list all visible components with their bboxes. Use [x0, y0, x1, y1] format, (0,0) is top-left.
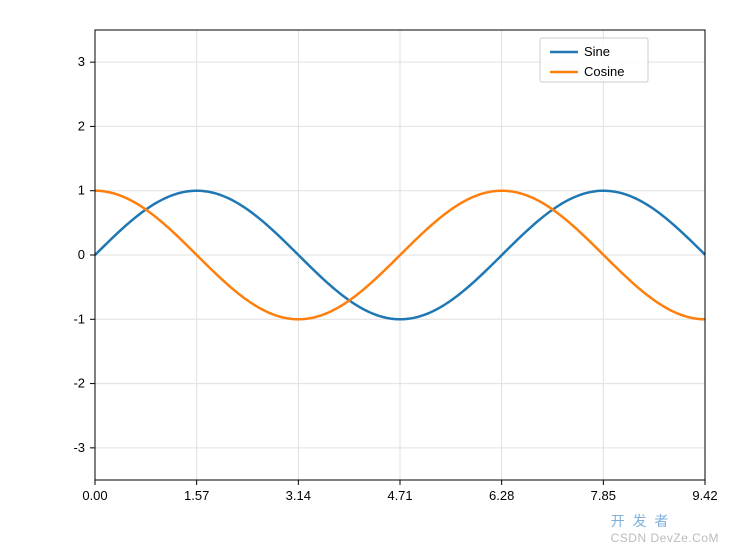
x-tick-label: 1.57: [184, 488, 209, 503]
x-tick-label: 0.00: [82, 488, 107, 503]
y-tick-label: 1: [78, 183, 85, 198]
legend-label-cosine: Cosine: [584, 64, 624, 79]
figure-container: 0.00 1.57 3.14 4.71 6.28 7.85 9.42 -3 -2 -1 0 1 2 3 Si…: [0, 0, 739, 555]
chart-svg: 0.00 1.57 3.14 4.71 6.28 7.85 9.42 -3 -2 -1 0 1 2 3 Si…: [0, 0, 739, 555]
y-tick-label: 3: [78, 54, 85, 69]
y-tick-label: 0: [78, 247, 85, 262]
legend-label-sine: Sine: [584, 44, 610, 59]
legend: Sine Cosine: [540, 38, 648, 82]
y-tick-label: -1: [73, 311, 85, 326]
x-tick-label: 7.85: [591, 488, 616, 503]
y-tick-label: -2: [73, 376, 85, 391]
x-tick-label: 6.28: [489, 488, 514, 503]
y-tick-label: 2: [78, 118, 85, 133]
x-tick-label: 3.14: [286, 488, 311, 503]
x-tick-label: 9.42: [692, 488, 717, 503]
x-tick-label: 4.71: [387, 488, 412, 503]
y-tick-label: -3: [73, 440, 85, 455]
